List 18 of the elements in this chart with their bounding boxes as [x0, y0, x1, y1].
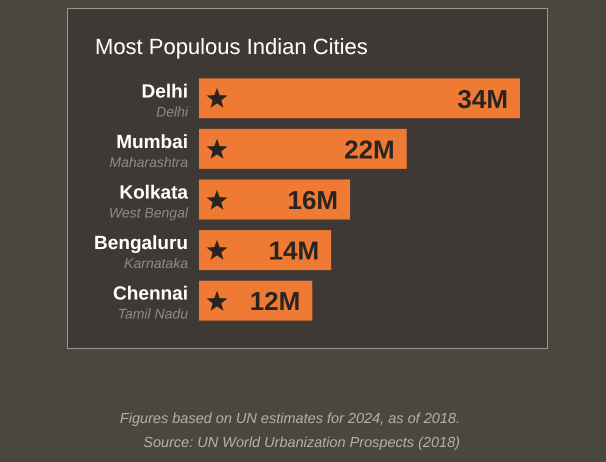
data-label: 34M: [457, 84, 508, 114]
y-tick-label: Mumbai Maharashtra: [109, 132, 188, 170]
bar: [199, 230, 332, 270]
source-note: Source: UN World Urbanization Prospects (2018): [143, 435, 460, 451]
data-label: 14M: [268, 236, 320, 266]
bar: [199, 280, 312, 321]
y-tick-label: Bengaluru Karnataka: [94, 233, 188, 272]
y-tick-label: Chennai Tamil Nadu: [113, 284, 188, 322]
bar: [199, 128, 407, 169]
data-label: 22M: [344, 134, 395, 164]
y-tick-label: Delhi Delhi: [142, 81, 189, 120]
data-label: 16M: [287, 185, 338, 215]
bar: [199, 180, 350, 220]
bar: [199, 78, 520, 118]
y-tick-label: Kolkata West Bengal: [108, 182, 189, 220]
data-label: 12M: [250, 286, 300, 316]
text: Figures based on UN estimates for 2024, as of 2018.: [120, 411, 460, 427]
chart-title: Most Populous Indian Cities: [95, 34, 368, 59]
